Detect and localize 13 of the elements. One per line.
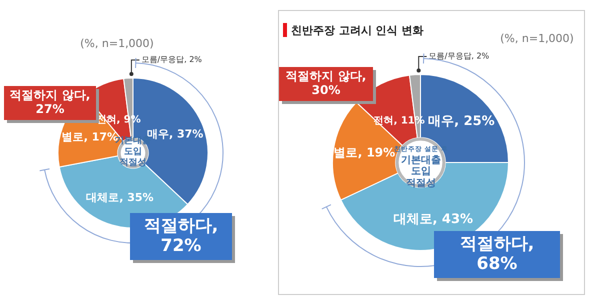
slice-label: 모름/무응답, 2% (428, 52, 490, 61)
slice-label: 모름/무응답, 2% (141, 55, 202, 64)
text: 적절하지 않다, 27% (4, 86, 96, 120)
slice-label: 대체로, 43% (393, 212, 474, 227)
slice-label: 매우, 25% (428, 114, 495, 129)
slice-label: 대체로, 35% (86, 191, 154, 204)
slice-label: 별로, 19% (334, 146, 396, 160)
text: 적절하다, 68% (434, 231, 560, 278)
chart-title: 친반주장 고려시 인식 변화 (291, 23, 424, 38)
text: (%, n=1,000) (79, 37, 155, 51)
text: 적절하지 않다, 30% (279, 67, 373, 101)
text: (%, n=1,000) (499, 32, 575, 46)
text: 적절하다, 72% (130, 213, 232, 260)
